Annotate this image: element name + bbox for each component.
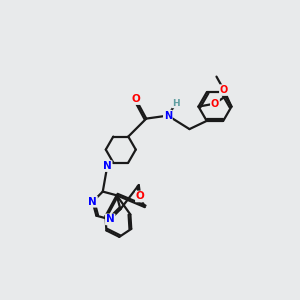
- Text: N: N: [88, 197, 97, 207]
- Text: N: N: [103, 161, 112, 171]
- Text: H: H: [172, 98, 180, 107]
- Text: O: O: [211, 99, 219, 109]
- Text: N: N: [106, 214, 115, 224]
- Text: O: O: [220, 85, 228, 95]
- Text: O: O: [136, 191, 145, 201]
- Text: N: N: [164, 111, 172, 121]
- Text: O: O: [131, 94, 140, 104]
